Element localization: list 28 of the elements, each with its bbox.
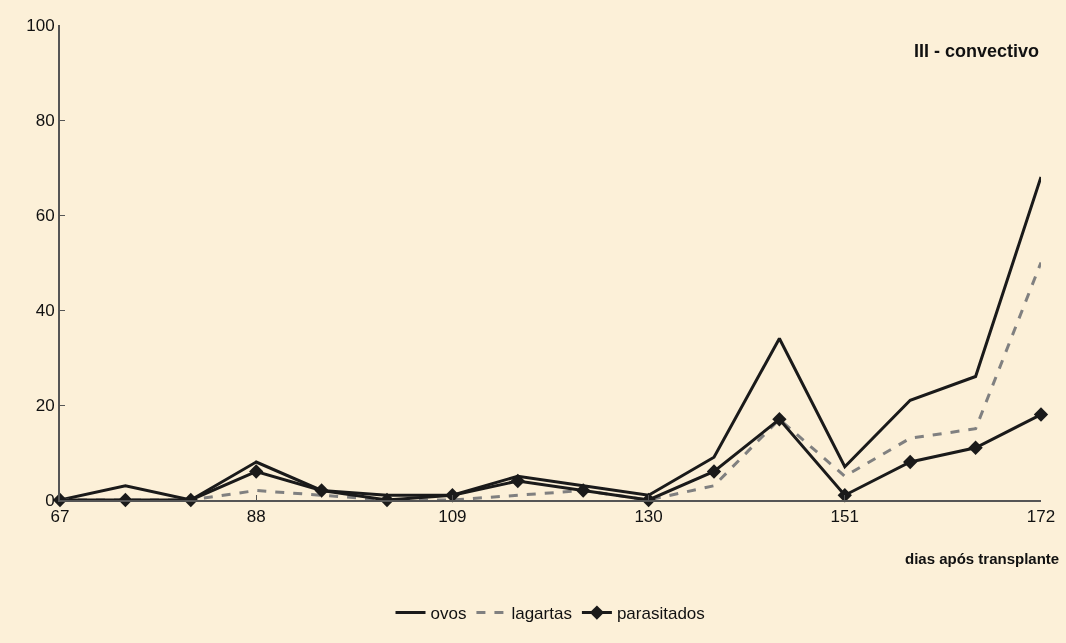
x-tick-label: 172: [1026, 507, 1056, 527]
y-tick-label: 40: [35, 300, 55, 320]
x-tick-label: 88: [246, 507, 266, 527]
point: [510, 473, 525, 489]
point: [903, 454, 918, 470]
x-tick-label: 109: [438, 507, 467, 527]
y-tick-label: 100: [26, 15, 55, 35]
legend-label: parasitados: [616, 604, 705, 624]
y-tick-label: 80: [35, 110, 55, 130]
point: [706, 464, 722, 479]
point: [314, 483, 329, 498]
point: [968, 440, 983, 455]
x-tick-label: 151: [830, 507, 859, 527]
point: [445, 488, 460, 503]
point: [772, 412, 787, 427]
legend-label: lagartas: [511, 604, 572, 624]
y-tick-label: 60: [35, 205, 55, 225]
point: [576, 483, 591, 498]
x-tick-label: 67: [50, 507, 70, 527]
point: [1033, 407, 1049, 422]
y-tick-label: 20: [35, 395, 55, 415]
text: III - convectivo: [914, 41, 1040, 61]
x-tick-label: 130: [634, 507, 663, 527]
y-tick-label: 0: [45, 490, 55, 510]
point: [249, 464, 264, 479]
point: [837, 488, 852, 503]
legend-label: ovos: [430, 604, 467, 624]
x-axis-title: dias após transplante: [905, 550, 1060, 567]
